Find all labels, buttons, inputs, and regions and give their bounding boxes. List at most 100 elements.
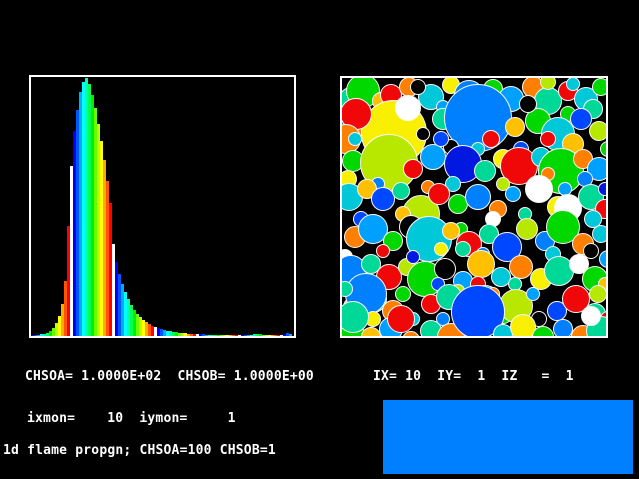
droplet xyxy=(361,327,381,336)
droplet xyxy=(598,182,606,196)
histogram-bar xyxy=(181,333,184,336)
droplet xyxy=(342,301,369,333)
histogram-bar xyxy=(253,334,256,336)
histogram-bar xyxy=(37,335,40,336)
histogram-bar xyxy=(82,82,85,336)
histogram-bar xyxy=(85,78,88,336)
histogram-bar xyxy=(133,310,136,336)
droplet xyxy=(474,160,496,182)
droplet xyxy=(387,305,415,333)
blue-status-box xyxy=(383,400,633,474)
droplet xyxy=(525,175,553,203)
droplet xyxy=(465,184,491,210)
histogram-bar xyxy=(232,335,235,336)
droplet xyxy=(416,127,430,141)
droplet xyxy=(434,258,456,280)
histogram-bar xyxy=(235,335,238,336)
histogram-bar xyxy=(121,284,124,336)
histogram-bar xyxy=(259,334,262,336)
droplet xyxy=(433,131,449,147)
droplet xyxy=(342,281,353,297)
histogram-bar xyxy=(247,335,250,336)
droplet xyxy=(589,285,606,303)
histogram-bar xyxy=(190,334,193,336)
histogram-bar xyxy=(91,95,94,336)
droplet xyxy=(442,222,460,240)
histogram-bar xyxy=(268,335,271,336)
droplet xyxy=(569,254,589,274)
histogram-bar xyxy=(139,317,142,336)
histogram-bar xyxy=(163,330,166,336)
histogram-bar xyxy=(52,328,55,336)
histogram-bar xyxy=(88,84,91,336)
histogram-bar xyxy=(166,331,169,336)
droplet xyxy=(376,244,390,258)
droplet xyxy=(519,95,537,113)
histogram-bar xyxy=(58,316,61,336)
histogram-bar xyxy=(118,274,121,336)
histogram-bar xyxy=(109,203,112,336)
droplet xyxy=(540,131,556,147)
histogram-bar xyxy=(136,314,139,336)
histogram-bar xyxy=(205,335,208,336)
histogram-bar xyxy=(193,334,196,336)
histogram-bar xyxy=(106,181,109,336)
histogram-bar xyxy=(283,334,286,336)
droplet xyxy=(592,78,606,96)
histogram-bar xyxy=(124,292,127,336)
droplet xyxy=(583,243,599,259)
histogram-bar xyxy=(250,335,253,336)
histogram-bar xyxy=(187,334,190,336)
histogram-bar xyxy=(103,160,106,336)
droplet xyxy=(402,331,420,336)
droplet xyxy=(371,187,395,211)
histogram-bar xyxy=(145,322,148,336)
histogram-bar xyxy=(256,334,259,336)
histogram-bar xyxy=(34,335,37,336)
histogram-bar xyxy=(79,92,82,336)
droplet xyxy=(395,286,411,302)
droplet xyxy=(445,176,461,192)
droplet xyxy=(428,183,450,205)
droplet xyxy=(553,319,573,336)
histogram-bar xyxy=(151,326,154,336)
histogram-bar xyxy=(142,320,145,336)
histogram-bar xyxy=(112,244,115,336)
droplet xyxy=(566,78,580,91)
histogram-bar xyxy=(286,333,289,336)
histogram-bar xyxy=(214,335,217,336)
histogram-bar xyxy=(265,335,268,336)
histogram-bar xyxy=(223,335,226,336)
droplet xyxy=(589,121,606,141)
droplet xyxy=(410,79,426,95)
droplet xyxy=(392,182,410,200)
droplet xyxy=(455,241,471,257)
histogram-bar xyxy=(43,334,46,336)
droplet-panel xyxy=(340,76,608,338)
droplet xyxy=(406,250,420,264)
histogram-bar xyxy=(46,333,49,336)
histogram-bar xyxy=(220,335,223,336)
droplet xyxy=(510,314,536,336)
droplet xyxy=(600,141,606,157)
droplet xyxy=(403,159,423,179)
histogram-bar xyxy=(262,335,265,336)
histogram-bar xyxy=(175,332,178,336)
histogram-bar xyxy=(49,331,52,336)
histogram-bar xyxy=(67,226,70,336)
histogram-bar xyxy=(178,333,181,336)
histogram-bar xyxy=(196,334,199,336)
histogram-bar xyxy=(76,110,79,336)
droplet xyxy=(348,132,362,146)
histogram-bar xyxy=(70,166,73,336)
droplet xyxy=(526,287,540,301)
droplet xyxy=(540,78,556,90)
droplet xyxy=(395,95,421,121)
ix-iy-iz-readout: IX= 10 IY= 1 IZ = 1 xyxy=(373,369,574,384)
histogram-bar xyxy=(244,335,247,336)
histogram-bar xyxy=(55,323,58,336)
histogram-panel xyxy=(29,75,296,338)
droplet xyxy=(482,130,500,148)
histogram-bar xyxy=(274,335,277,336)
